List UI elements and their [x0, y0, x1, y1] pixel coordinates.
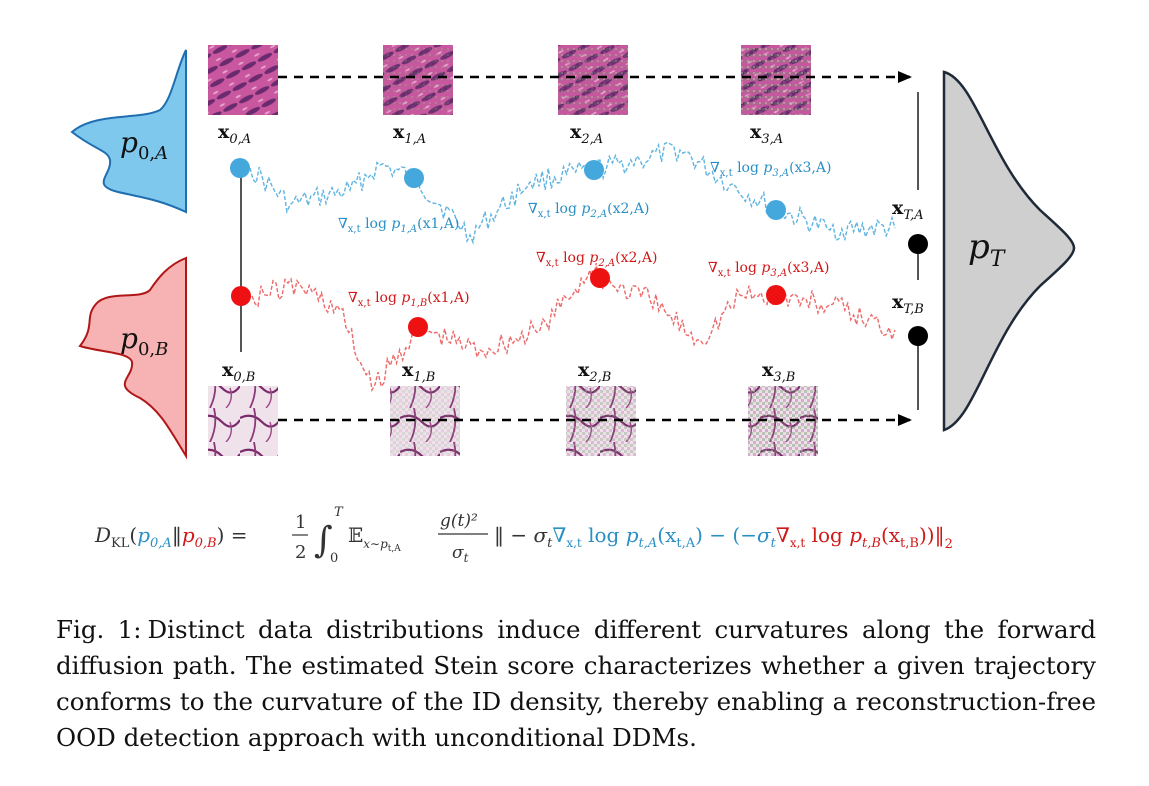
caption-text: Distinct data distributions induce diffe…: [56, 615, 1097, 752]
image-row-B: [208, 386, 818, 456]
label-x1B: x1,B: [402, 359, 435, 385]
label-x2B: x2,B: [578, 359, 611, 385]
dot-B-0: [231, 286, 251, 306]
eq-norm-body: ‖ − σt∇x,t log pt,A(xt,A) − (−σt∇x,t log…: [494, 523, 953, 552]
eq-expect: 𝔼x∼pt,A: [348, 523, 401, 554]
trajectory-A: [249, 141, 896, 245]
eq-g-num: g(t)²: [440, 511, 478, 531]
top-state-labels: x0,A x1,A x2,A x3,A: [218, 121, 783, 147]
score-A-2: ∇x,t log p2,A(x2,A): [528, 201, 649, 220]
dot-B-1: [408, 317, 428, 337]
label-x1A: x1,A: [393, 121, 426, 147]
terminal-label-B: xT,B: [892, 291, 924, 317]
terminal-dot-B: [908, 326, 928, 346]
score-A-1: ∇x,t log p1,A(x1,A): [338, 216, 459, 235]
score-B-2: ∇x,t log p2,A(x2,A): [536, 250, 657, 269]
dot-A-2: [584, 160, 604, 180]
eq-frac-den: 2: [295, 542, 306, 563]
method-figure: p0,A p0,B pT x0,A x1,A x2,A x3,A x0,B x1,B x2…: [70, 45, 1076, 566]
distribution-A-shape: [70, 49, 187, 214]
score-B-1: ∇x,t log p1,B(x1,A): [348, 290, 470, 309]
dot-B-3: [766, 285, 786, 305]
label-x0B: x0,B: [222, 359, 255, 385]
score-A-3: ∇x,t log p3,A(x3,A): [710, 160, 831, 179]
kl-equation: DKL(p0,A‖p0,B) = 1 2 ∫ T 0 𝔼x∼pt,A g(t)²…: [94, 505, 953, 566]
figure-caption: Fig. 1: Distinct data distributions induc…: [56, 612, 1096, 756]
trajectory-B: [251, 262, 896, 393]
score-B-3: ∇x,t log p3,A(x3,A): [708, 260, 829, 279]
eq-frac-num: 1: [295, 512, 306, 533]
score-labels: ∇x,t log p1,A(x1,A) ∇x,t log p2,A(x2,A) ∇x…: [338, 160, 831, 309]
eq-lhs: DKL(p0,A‖p0,B) =: [94, 523, 248, 551]
dot-A-0: [230, 158, 250, 178]
label-x2A: x2,A: [570, 121, 603, 147]
label-x0A: x0,A: [218, 121, 251, 147]
dot-A-3: [766, 200, 786, 220]
dot-A-1: [404, 168, 424, 188]
terminal-label-A: xT,A: [892, 197, 924, 223]
dot-B-2: [590, 268, 610, 288]
terminal-dot-A: [908, 234, 928, 254]
distribution-B-shape: [78, 256, 187, 460]
eq-int-upper: T: [334, 505, 344, 520]
image-x0B: [208, 386, 278, 456]
bottom-state-labels: x0,B x1,B x2,B x3,B: [222, 359, 795, 385]
eq-g-den: σt: [452, 543, 469, 565]
image-x0A: [208, 45, 278, 115]
caption-label: Fig. 1:: [56, 615, 142, 644]
label-x3A: x3,A: [750, 121, 783, 147]
distribution-T-shape: [942, 70, 1076, 432]
label-x3B: x3,B: [762, 359, 795, 385]
eq-int-lower: 0: [330, 551, 338, 566]
eq-integral: ∫: [314, 520, 333, 561]
image-row-A: [208, 45, 811, 115]
